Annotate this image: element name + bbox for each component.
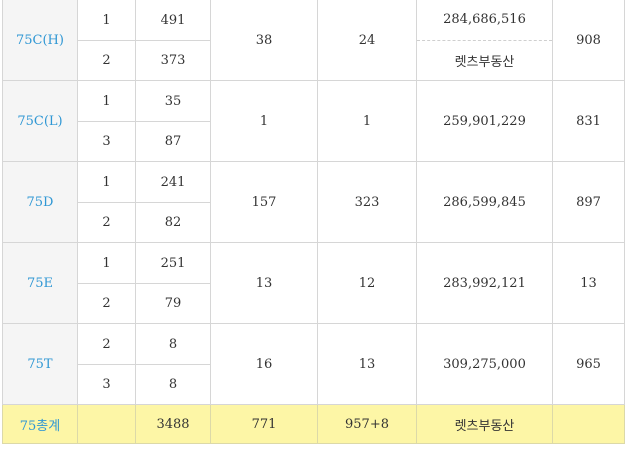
table-row: 2 373 [3, 40, 625, 81]
table-row: 75C(H) 1 491 38 24 284,686,516 렛츠부동산 908 [2, 0, 625, 81]
value-cell: 13 [552, 242, 625, 324]
price-cell: 286,599,845 [416, 161, 553, 243]
price-cell: 284,686,516 렛츠부동산 [416, 0, 553, 81]
price-note: 렛츠부동산 [454, 54, 515, 70]
floor-cell: 1 [77, 242, 136, 284]
floor-cell: 1 [77, 0, 136, 41]
floor-cell: 2 [77, 202, 136, 243]
floor-cell: 3 [77, 364, 136, 405]
floor-cell: 1 [77, 161, 136, 203]
table-row: 2 82 [3, 202, 625, 243]
value-cell: 831 [552, 80, 625, 162]
apartment-type-table: 75C(H) 1 491 38 24 284,686,516 렛츠부동산 908… [2, 0, 625, 444]
floor-cell: 3 [77, 121, 136, 162]
value-cell: 897 [552, 161, 625, 243]
total-value-cell [552, 404, 625, 444]
count-cell: 8 [135, 364, 211, 405]
count-cell: 8 [135, 323, 211, 365]
price-cell: 283,992,121 [416, 242, 553, 324]
count-cell: 251 [135, 242, 211, 284]
count-cell: 241 [135, 161, 211, 203]
price-value: 284,686,516 [417, 1, 552, 41]
value-cell: 323 [317, 161, 417, 243]
table-row: 75T 2 8 16 13 309,275,000 965 [2, 323, 625, 405]
floor-cell: 2 [77, 40, 136, 81]
value-cell: 157 [210, 161, 318, 243]
table-row: 3 8 [3, 364, 625, 405]
price-cell: 259,901,229 [416, 80, 553, 162]
count-cell: 79 [135, 283, 211, 324]
value-cell: 12 [317, 242, 417, 324]
value-cell: 1 [210, 80, 318, 162]
table-row: 75C(L) 1 35 1 1 259,901,229 831 [2, 80, 625, 162]
total-count-cell: 3488 [135, 404, 211, 444]
value-cell: 13 [317, 323, 417, 405]
type-label: 75E [2, 242, 78, 324]
table-row: 2 79 [3, 283, 625, 324]
value-cell: 965 [552, 323, 625, 405]
count-cell: 491 [135, 0, 211, 41]
type-label: 75C(H) [2, 0, 78, 81]
value-cell: 38 [210, 0, 318, 81]
value-cell: 13 [210, 242, 318, 324]
type-label: 75T [2, 323, 78, 405]
total-label: 75총계 [2, 404, 78, 444]
total-price-cell: 렛츠부동산 [416, 404, 553, 444]
value-cell: 24 [317, 0, 417, 81]
count-cell: 35 [135, 80, 211, 122]
total-value-cell: 957+8 [317, 404, 417, 444]
price-cell: 309,275,000 [416, 323, 553, 405]
value-cell: 908 [552, 0, 625, 81]
value-cell: 16 [210, 323, 318, 405]
floor-cell: 2 [77, 323, 136, 365]
type-label: 75C(L) [2, 80, 78, 162]
table-row: 3 87 [3, 121, 625, 162]
count-cell: 87 [135, 121, 211, 162]
count-cell: 373 [135, 40, 211, 81]
floor-cell: 2 [77, 283, 136, 324]
type-label: 75D [2, 161, 78, 243]
table-row: 75D 1 241 157 323 286,599,845 897 [2, 161, 625, 243]
total-floor-cell [77, 404, 136, 444]
count-cell: 82 [135, 202, 211, 243]
floor-cell: 1 [77, 80, 136, 122]
total-value-cell: 771 [210, 404, 318, 444]
value-cell: 1 [317, 80, 417, 162]
total-row: 75총계 3488 771 957+8 렛츠부동산 [2, 404, 625, 444]
table-row: 75E 1 251 13 12 283,992,121 13 [2, 242, 625, 324]
